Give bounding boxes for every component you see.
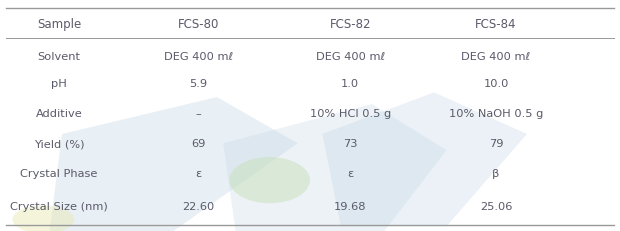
Text: DEG 400 mℓ: DEG 400 mℓ bbox=[316, 52, 385, 62]
Text: Crystal Size (nm): Crystal Size (nm) bbox=[10, 202, 108, 212]
Text: DEG 400 mℓ: DEG 400 mℓ bbox=[164, 52, 233, 62]
Text: pH: pH bbox=[51, 79, 67, 89]
Text: FCS-80: FCS-80 bbox=[178, 18, 219, 31]
Text: 22.60: 22.60 bbox=[182, 202, 215, 212]
Text: 1.0: 1.0 bbox=[341, 79, 360, 89]
Text: 73: 73 bbox=[343, 139, 358, 149]
Text: Yield (%): Yield (%) bbox=[33, 139, 84, 149]
Text: 5.9: 5.9 bbox=[189, 79, 208, 89]
Text: 69: 69 bbox=[191, 139, 206, 149]
Ellipse shape bbox=[229, 157, 310, 203]
Polygon shape bbox=[50, 97, 298, 231]
Text: 10% NaOH 0.5 g: 10% NaOH 0.5 g bbox=[449, 109, 543, 119]
Ellipse shape bbox=[12, 206, 74, 231]
Text: Crystal Phase: Crystal Phase bbox=[20, 169, 97, 179]
Text: DEG 400 mℓ: DEG 400 mℓ bbox=[461, 52, 531, 62]
Polygon shape bbox=[223, 104, 446, 231]
Text: 19.68: 19.68 bbox=[334, 202, 366, 212]
Text: ε: ε bbox=[347, 169, 353, 179]
Text: Additive: Additive bbox=[35, 109, 82, 119]
Text: β: β bbox=[492, 169, 500, 179]
Text: Solvent: Solvent bbox=[37, 52, 81, 62]
Text: 25.06: 25.06 bbox=[480, 202, 512, 212]
Text: FCS-82: FCS-82 bbox=[330, 18, 371, 31]
Text: ε: ε bbox=[195, 169, 202, 179]
Text: FCS-84: FCS-84 bbox=[476, 18, 516, 31]
Text: Sample: Sample bbox=[37, 18, 81, 31]
Text: 10.0: 10.0 bbox=[484, 79, 508, 89]
Text: –: – bbox=[195, 109, 202, 119]
Polygon shape bbox=[322, 92, 527, 226]
Text: 79: 79 bbox=[489, 139, 503, 149]
Text: 10% HCl 0.5 g: 10% HCl 0.5 g bbox=[309, 109, 391, 119]
